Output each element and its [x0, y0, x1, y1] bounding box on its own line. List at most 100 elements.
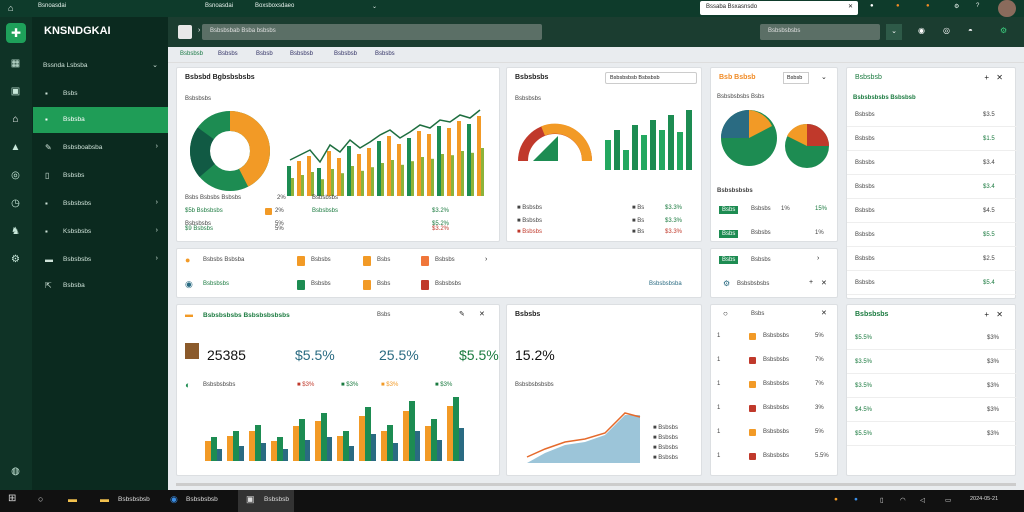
filter-button[interactable]: Bsbsb: [783, 72, 809, 84]
field-label[interactable]: Boxsboxsdaeo: [255, 3, 295, 9]
search-icon[interactable]: ○: [38, 494, 44, 504]
close-icon[interactable]: ✕: [821, 280, 827, 287]
chart-bar: [477, 116, 481, 196]
view-select[interactable]: Bsbsbsbsbs: [760, 24, 880, 40]
filter-select[interactable]: Bsbsbsbab Bsba bsbsbs: [202, 24, 542, 40]
avatar[interactable]: [998, 0, 1016, 17]
close-icon[interactable]: ✕: [996, 310, 1003, 319]
nav-tab[interactable]: Bsnoasdai: [205, 3, 234, 9]
close-icon[interactable]: ✕: [847, 4, 853, 10]
tray-icon[interactable]: ●: [834, 496, 838, 503]
doc-icon[interactable]: [178, 25, 192, 39]
alert-icon[interactable]: ●: [896, 3, 900, 9]
battery-icon[interactable]: ▭: [945, 497, 952, 504]
legend-label: Bsbsbsbs: [312, 195, 339, 201]
row-label: Bsbsbs: [855, 136, 875, 142]
nav-item-3[interactable]: ✎ Bsbsboabsba ›: [45, 143, 158, 152]
browser-icon[interactable]: ◉: [170, 494, 178, 504]
add-icon[interactable]: +: [809, 279, 814, 286]
chevron-icon[interactable]: ›: [198, 27, 201, 34]
edit-icon[interactable]: ✎: [459, 311, 465, 318]
nav-item-7[interactable]: ▬ Bsbsbsbs ›: [45, 255, 158, 264]
chart-bar: [321, 413, 327, 461]
world-icon: ◉: [185, 279, 193, 289]
chart-bar: [431, 158, 434, 196]
user-icon[interactable]: ♞: [11, 226, 20, 237]
share-icon[interactable]: ◓: [968, 26, 973, 35]
chart-bar: [327, 151, 331, 196]
row-index: 1: [717, 405, 721, 411]
tab-2[interactable]: Bsbsb: [256, 51, 273, 57]
scrollbar[interactable]: [176, 483, 1016, 486]
row-value: $3%: [987, 431, 1000, 437]
nav-item-active[interactable]: ▪ Bsbsba: [33, 107, 168, 133]
chevron-right-icon[interactable]: ›: [817, 255, 820, 262]
tray-icon[interactable]: ●: [854, 496, 858, 503]
active-task[interactable]: [238, 490, 294, 512]
search-input[interactable]: Bssaba Bsxasnsdo ✕: [700, 1, 858, 15]
tab-1[interactable]: Bsbsbs: [218, 51, 238, 57]
chart-icon[interactable]: ▲: [10, 142, 21, 153]
close-icon[interactable]: ✕: [996, 73, 1003, 82]
chevron-down-icon[interactable]: ⌄: [821, 74, 827, 81]
row-index: 1: [717, 381, 721, 387]
search-icon[interactable]: ◉: [918, 26, 925, 35]
gear-icon[interactable]: ⚙: [11, 254, 20, 265]
nav-item-8[interactable]: ⇱ Bsbsba: [45, 281, 85, 290]
tab-3[interactable]: Bsbsbsb: [290, 51, 314, 57]
add-icon[interactable]: +: [984, 310, 989, 319]
chart-bar: [427, 134, 431, 196]
tab-0[interactable]: Bsbsbsb: [180, 51, 204, 57]
bell-icon[interactable]: ●: [870, 3, 874, 9]
windows-icon[interactable]: ⊞: [8, 493, 17, 504]
box-icon[interactable]: ▣: [10, 86, 21, 97]
folder-icon[interactable]: ▬: [100, 494, 109, 504]
tray-icon[interactable]: ▯: [880, 497, 884, 504]
notif-icon[interactable]: ●: [926, 3, 930, 9]
row-swatch: [749, 333, 756, 340]
refresh-icon[interactable]: ◎: [943, 26, 950, 35]
search-icon[interactable]: ◎: [11, 170, 20, 181]
grid-icon[interactable]: ▦: [10, 58, 21, 69]
box-icon: ▪: [45, 89, 48, 98]
tab-4[interactable]: Bsbsbsb: [334, 51, 358, 57]
chevron-down-icon[interactable]: ⌄: [886, 24, 902, 40]
chart-bar: [377, 141, 381, 196]
volume-icon[interactable]: ◁: [920, 497, 925, 504]
legend-label: 2%: [277, 195, 286, 201]
chart-bar: [305, 440, 310, 461]
app-icon[interactable]: ▣: [246, 494, 255, 504]
row-index: 1: [717, 453, 721, 459]
close-icon[interactable]: ✕: [479, 311, 485, 318]
chevron-right-icon[interactable]: ›: [485, 256, 488, 263]
box-icon: [185, 343, 199, 359]
close-icon[interactable]: ✕: [821, 310, 827, 317]
nav-item-6[interactable]: ▪ Ksbsbsbs ›: [45, 227, 158, 236]
home-icon[interactable]: ⌂: [12, 114, 19, 125]
clock-icon[interactable]: ◷: [11, 198, 20, 209]
menu-icon[interactable]: ⌂: [8, 3, 14, 13]
tab-5[interactable]: Bsbsbs: [375, 51, 395, 57]
chart-bar: [297, 161, 301, 196]
wifi-icon[interactable]: ◠: [900, 497, 906, 504]
folder-icon[interactable]: ▬: [68, 494, 77, 504]
nav-item-4[interactable]: ▯ Bsbsbs: [45, 171, 85, 180]
row-value: $5.4: [983, 280, 995, 286]
help-icon[interactable]: ?: [976, 3, 980, 9]
add-icon[interactable]: +: [984, 73, 989, 82]
nav-item-1[interactable]: ▪ Bsbs: [45, 89, 78, 98]
nav-item-overview[interactable]: Bssnda Lsbsba ⌄: [43, 62, 158, 69]
brand-logo: KNSNDGKAI: [44, 25, 111, 37]
nav-item-5[interactable]: ▪ Bsbsbsbs ›: [45, 199, 158, 208]
chart-bar: [307, 156, 311, 196]
globe-icon[interactable]: ◍: [11, 466, 20, 477]
chevron-down-icon[interactable]: ⌄: [372, 4, 378, 10]
gear-icon[interactable]: ⚙: [1000, 26, 1008, 35]
period-select[interactable]: Bsbsbsbsb Bsbsbsb: [605, 72, 697, 84]
row-value: 7%: [815, 381, 824, 387]
chart-bar: [437, 440, 442, 461]
row-value: $3%: [987, 383, 1000, 389]
settings-icon[interactable]: ⚙: [954, 4, 960, 10]
pie-card: Bsb Bsbsb Bsbsb ⌄ Bsbsbsbsbs Bsbs Bsbsbs…: [710, 67, 838, 242]
clock: 2024-05-21: [970, 496, 999, 502]
